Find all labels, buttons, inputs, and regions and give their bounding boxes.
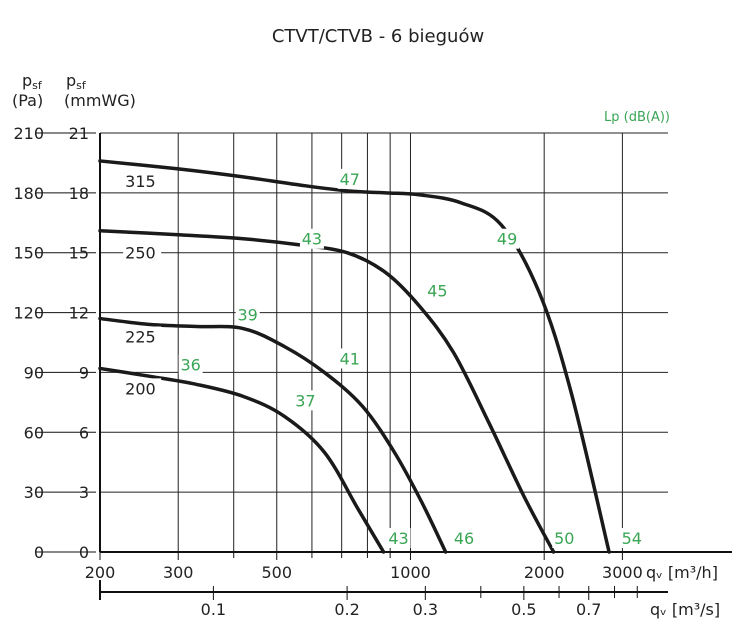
noise-label-bg [552, 528, 577, 549]
y-tick-label-mmwg: 12 [69, 304, 89, 323]
y-tick-label-mmwg: 15 [69, 244, 89, 263]
y-tick-label-pa: 150 [13, 244, 44, 263]
noise-label-bg [425, 280, 450, 301]
noise-label-bg [337, 348, 362, 369]
x-tick-label-m3s: 0.2 [334, 600, 359, 619]
noise-label: 54 [622, 529, 642, 548]
noise-label: 39 [237, 306, 257, 325]
x-ticks: 200 300 500 1000 2000 3000 0.1 0.2 0.3 0.5 0.7 [85, 552, 643, 619]
y-ticks: 0 0 30 3 60 6 90 9 120 12 150 15 180 18 210 21 [13, 124, 96, 562]
noise-legend-label: Lp (dB(A)) [604, 110, 670, 125]
x-tick-label-m3h: 300 [163, 563, 194, 582]
noise-label-bg [178, 354, 203, 375]
noise-label: 46 [454, 529, 474, 548]
y-tick-label-mmwg: 0 [79, 543, 89, 562]
y-tick-label-pa: 120 [13, 304, 44, 323]
curve-200 [98, 366, 386, 554]
y-axis-mmwg-p: p [66, 71, 76, 90]
y-tick-label-pa: 180 [13, 184, 44, 203]
y-tick-label-pa: 210 [13, 124, 44, 143]
noise-label: 49 [497, 230, 517, 249]
noise-label-bg [299, 228, 324, 249]
rpm-label-315: 315 [125, 172, 156, 191]
noise-label: 36 [180, 355, 200, 374]
plot-frame [99, 133, 732, 600]
noise-label: 47 [340, 170, 360, 189]
x-tick-label-m3h: 3000 [602, 563, 643, 582]
curve-labels: 315 250 225 200 47 49 43 45 39 41 36 37 43 46 50 54 [123, 168, 644, 549]
y-tick-label-pa: 60 [24, 423, 44, 442]
curve-250 [98, 229, 556, 554]
grid [99, 132, 668, 553]
y-axis-pa-sub: sf [32, 79, 43, 92]
rpm-label-bg [123, 170, 162, 191]
y-tick-label-mmwg: 9 [79, 363, 89, 382]
y-tick-label-mmwg: 6 [79, 423, 89, 442]
y-tick-label-mmwg: 18 [69, 184, 89, 203]
x-tick-label-m3s: 0.7 [576, 600, 601, 619]
y-tick-label-mmwg: 21 [69, 124, 89, 143]
rpm-label-bg [123, 378, 162, 399]
curve-225 [98, 316, 448, 554]
x-tick-label-m3h: 1000 [390, 563, 431, 582]
noise-label: 43 [388, 529, 408, 548]
curve-315 [98, 159, 611, 554]
noise-label: 50 [554, 529, 574, 548]
rpm-label-bg [123, 242, 162, 263]
x-tick-label-m3s: 0.3 [413, 600, 438, 619]
fan-curves [98, 159, 611, 554]
y-axis-mmwg-symbol: psf [66, 71, 87, 92]
noise-label-bg [619, 528, 644, 549]
y-axis-pa-p: p [22, 71, 32, 90]
x-tick-label-m3h: 2000 [524, 563, 565, 582]
y-axis-pa-symbol: psf [22, 71, 43, 92]
y-tick-label-pa: 30 [24, 483, 44, 502]
x-tick-label-m3h: 200 [85, 563, 116, 582]
rpm-label-200: 200 [125, 379, 156, 398]
x-tick-label-m3s: 0.5 [511, 600, 536, 619]
y-axis-pa-unit: (Pa) [12, 91, 43, 110]
y-axis-mmwg-sub: sf [76, 79, 87, 92]
rpm-label-bg [123, 326, 162, 347]
rpm-label-250: 250 [125, 244, 156, 263]
noise-label-bg [386, 528, 411, 549]
y-axis-mmwg-unit: (mmWG) [64, 91, 136, 110]
noise-label: 41 [340, 349, 360, 368]
noise-label-bg [495, 228, 520, 249]
y-tick-label-pa: 90 [24, 363, 44, 382]
chart-title: CTVT/CTVB - 6 bieguów [272, 26, 484, 47]
noise-label-bg [235, 304, 260, 325]
y-tick-label-pa: 0 [34, 543, 44, 562]
x-axis-m3s-label: qᵥ [m³/s] [650, 600, 720, 619]
x-axis-m3h-label: qᵥ [m³/h] [646, 563, 718, 582]
noise-label-bg [452, 528, 477, 549]
rpm-label-225: 225 [125, 328, 156, 347]
x-tick-label-m3h: 500 [261, 563, 292, 582]
noise-label-bg [293, 390, 318, 411]
y-tick-label-mmwg: 3 [79, 483, 89, 502]
x-tick-label-m3s: 0.1 [201, 600, 226, 619]
noise-label: 45 [427, 282, 447, 301]
noise-label: 43 [302, 230, 322, 249]
noise-label: 37 [295, 391, 315, 410]
noise-label-bg [337, 168, 362, 189]
